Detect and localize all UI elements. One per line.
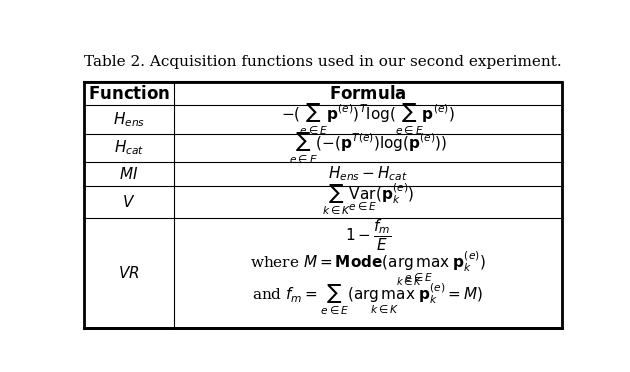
Text: $\sum_{k\in K}\underset{e\in E}{\mathrm{Var}}(\mathbf{p}_k^{(e)})$: $\sum_{k\in K}\underset{e\in E}{\mathrm{… xyxy=(322,181,414,216)
Bar xyxy=(84,82,562,328)
Text: $\mathbf{Formula}$: $\mathbf{Formula}$ xyxy=(329,85,407,103)
Text: where $M = \mathbf{Mode}(\underset{e\in E}{\arg\max}\;\mathbf{p}_k^{(e)})$: where $M = \mathbf{Mode}(\underset{e\in … xyxy=(250,250,486,283)
Text: $H_{ens}$: $H_{ens}$ xyxy=(113,110,145,129)
Text: $1 - \dfrac{f_m}{E}$: $1 - \dfrac{f_m}{E}$ xyxy=(345,218,391,253)
Text: and $f_m = \sum_{e\in E}(\underset{k\in K}{\arg\max}\;\mathbf{p}_k^{(e)} = M)$: and $f_m = \sum_{e\in E}(\underset{k\in … xyxy=(253,281,484,316)
Text: $\underset{k\in K}{}$: $\underset{k\in K}{}$ xyxy=(396,273,423,287)
Text: $V$: $V$ xyxy=(122,194,135,210)
Text: $\sum_{e\in E}(-(\mathbf{p}^{T(e)})\log(\mathbf{p}^{(e)}))$: $\sum_{e\in E}(-(\mathbf{p}^{T(e)})\log(… xyxy=(289,131,447,165)
Text: $\mathbf{Function}$: $\mathbf{Function}$ xyxy=(88,85,170,103)
Text: Table 2. Acquisition functions used in our second experiment.: Table 2. Acquisition functions used in o… xyxy=(84,55,561,69)
Text: $MI$: $MI$ xyxy=(119,166,139,182)
Text: $H_{ens} - H_{cat}$: $H_{ens} - H_{cat}$ xyxy=(328,165,408,183)
Text: $VR$: $VR$ xyxy=(118,265,140,281)
Text: $-(\sum_{e\in E}\mathbf{p}^{(e)})^T\log(\sum_{e\in E}\mathbf{p}^{(e)})$: $-(\sum_{e\in E}\mathbf{p}^{(e)})^T\log(… xyxy=(281,103,455,137)
Text: $H_{cat}$: $H_{cat}$ xyxy=(113,139,144,157)
